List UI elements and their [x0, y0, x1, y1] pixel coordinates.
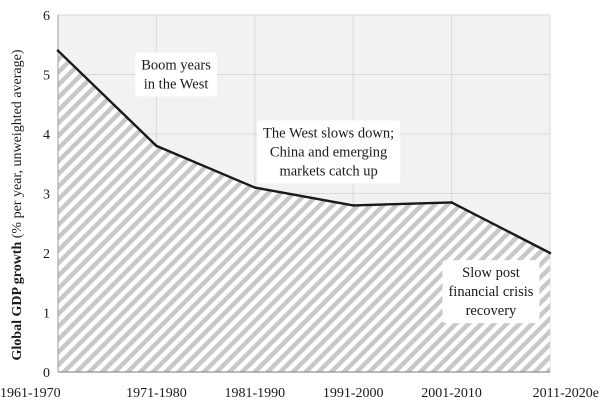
data-points [56, 49, 552, 255]
data-point-1961-1970 [56, 49, 60, 52]
annotations: Boom years in the West The West slows down… [135, 52, 540, 324]
y-tick-label: 4 [43, 128, 50, 143]
area-fill [58, 50, 550, 372]
annotation-1: Boom years in the West [135, 52, 217, 97]
annotation-background [135, 52, 217, 97]
annotation-line: recovery [466, 303, 517, 319]
y-tick-label: 1 [43, 307, 50, 322]
y-axis-label-bold: Global GDP growth [10, 242, 25, 361]
axes [57, 15, 550, 373]
x-tick-labels: 1961-1970 1971-1980 1981-1990 1991-2000 2001… [0, 386, 599, 401]
annotation-line: The West slows down; [263, 125, 394, 141]
data-point-2011-2020e [548, 251, 552, 255]
x-tick-label: 1971-1980 [126, 386, 187, 401]
x-tick-label: 1991-2000 [323, 386, 384, 401]
data-point-2001-2010 [450, 201, 453, 204]
annotation-line: Slow post [462, 265, 520, 281]
x-tick-label: 1961-1970 [0, 386, 61, 401]
x-tick-label: 1981-1990 [224, 386, 285, 401]
annotation-background [442, 260, 540, 324]
data-point-1981-1990 [253, 186, 257, 189]
annotation-line: financial crisis [448, 284, 533, 300]
series-line [57, 49, 551, 255]
annotation-line: Boom years [141, 58, 211, 74]
annotation-3: Slow post financial crisis recovery [442, 260, 540, 324]
y-axis-label-rest: (% per year, unweighted average) [10, 49, 25, 242]
y-tick-label: 3 [43, 188, 50, 203]
y-tick-label: 5 [43, 69, 50, 84]
y-tick-label: 6 [43, 9, 50, 24]
annotation-background [257, 120, 401, 184]
x-tick-label: 2001-2010 [421, 386, 482, 401]
y-tick-label: 2 [43, 247, 50, 262]
annotation-2: The West slows down; China and emerging ma… [257, 120, 401, 184]
data-point-1971-1980 [155, 144, 158, 148]
annotation-line: in the West [144, 77, 209, 93]
y-tick-labels: 0 1 2 3 4 5 6 [43, 9, 50, 381]
y-tick-label: 0 [43, 366, 50, 381]
annotation-line: China and emerging [270, 144, 387, 160]
annotation-line: markets catch up [279, 163, 377, 179]
x-tick-label: 2011-2020e [533, 386, 599, 401]
data-point-1991-2000 [351, 204, 355, 207]
y-axis-label: Global GDP growth (% per year, unweighte… [10, 49, 25, 360]
